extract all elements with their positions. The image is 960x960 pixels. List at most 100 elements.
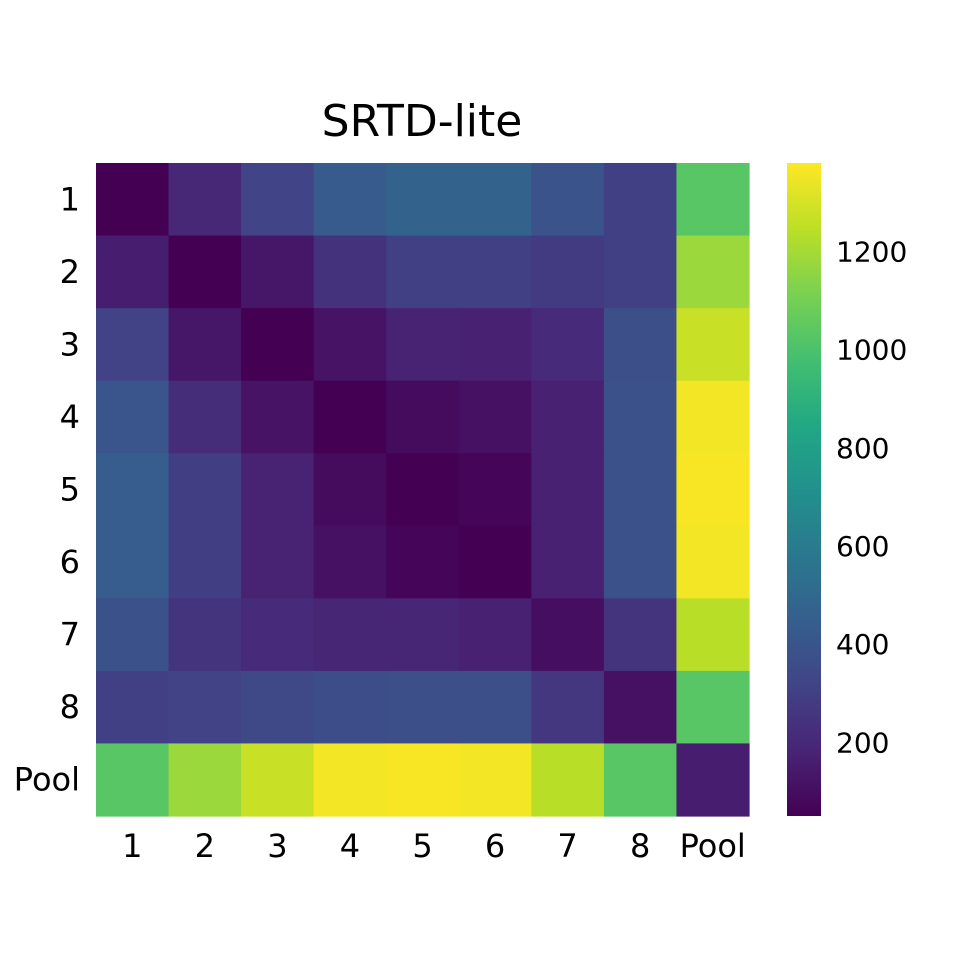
heatmap-cell-r8-c5: [386, 670, 460, 745]
y-tick-label: 6: [60, 543, 80, 581]
heatmap-cell-r5-c7: [531, 453, 605, 527]
heatmap-cell-r6-c6: [458, 525, 532, 599]
heatmap-cell-r9-c7: [531, 743, 605, 817]
x-tick-labels: 1 2 3 4 5 6 7 8 Pool: [122, 827, 746, 865]
heatmap-cell-r5-c5: [386, 453, 460, 527]
heatmap-cell-r1-c3: [241, 163, 315, 237]
heatmap-cell-r4-c2: [168, 380, 242, 454]
x-tick-label: 8: [630, 827, 650, 865]
heatmap-cell-r5-c4: [313, 453, 387, 527]
heatmap-cell-r6-c3: [241, 525, 315, 599]
heatmap-cell-r4-c4: [313, 380, 387, 454]
heatmap-cell-r5-c8: [603, 453, 678, 527]
heatmap-cell-r2-c1: [96, 235, 170, 309]
heatmap-cell-r4-c1: [96, 380, 170, 454]
colorbar-tick-label: 1200: [836, 235, 907, 268]
heatmap-cell-r2-c2: [168, 235, 242, 309]
heatmap-cell-r1-c2: [168, 163, 242, 237]
y-tick-label: 3: [60, 325, 80, 363]
y-tick-label: 2: [60, 253, 80, 291]
y-tick-label: 7: [60, 616, 80, 654]
heatmap-cell-r6-c1: [96, 525, 170, 599]
heatmap-cell-r5-c1: [96, 453, 170, 527]
x-tick-label: 7: [557, 827, 577, 865]
heatmap-cell-r7-c7: [531, 598, 605, 672]
heatmap-cell-r6-c7: [531, 525, 605, 599]
heatmap-cell-r6-c2: [168, 525, 242, 599]
heatmap-cell-r4-c6: [458, 380, 532, 454]
heatmap-cell-r6-c4: [313, 525, 387, 599]
colorbar: [787, 163, 821, 816]
heatmap-cell-r4-c8: [603, 380, 678, 454]
heatmap-cell-r3-c3: [241, 308, 315, 382]
heatmap-cell-r7-c9: [676, 598, 750, 672]
heatmap-cell-r3-c7: [531, 308, 605, 382]
heatmap-cell-r2-c3: [241, 235, 315, 309]
heatmap-cell-r7-c1: [96, 598, 170, 672]
heatmap-cell-r3-c8: [603, 308, 678, 382]
heatmap-cell-r6-c5: [386, 525, 460, 599]
heatmap-cell-r1-c5: [386, 163, 460, 237]
colorbar-tick-labels: 200 400 600 800 1000 1200: [836, 235, 907, 759]
heatmap-cell-r9-c5: [386, 743, 460, 817]
colorbar-tick-label: 800: [836, 432, 889, 465]
heatmap-cells: [96, 163, 750, 817]
heatmap-cell-r7-c2: [168, 598, 242, 672]
heatmap-cell-r3-c6: [458, 308, 532, 382]
heatmap-cell-r1-c4: [313, 163, 387, 237]
heatmap-cell-r7-c8: [603, 598, 678, 672]
heatmap-cell-r6-c8: [603, 525, 678, 599]
heatmap-cell-r4-c7: [531, 380, 605, 454]
heatmap-cell-r9-c2: [168, 743, 242, 817]
heatmap-cell-r5-c9: [676, 453, 750, 527]
colorbar-tick-label: 1000: [836, 334, 907, 367]
heatmap-cell-r1-c9: [676, 163, 750, 237]
heatmap-cell-r9-c4: [313, 743, 387, 817]
heatmap-cell-r5-c2: [168, 453, 242, 527]
heatmap-cell-r7-c5: [386, 598, 460, 672]
heatmap-cell-r2-c5: [386, 235, 460, 309]
heatmap-cell-r3-c1: [96, 308, 170, 382]
heatmap-cell-r1-c8: [603, 163, 678, 237]
heatmap-cell-r8-c2: [168, 670, 242, 745]
heatmap-cell-r6-c9: [676, 525, 750, 599]
heatmap-cell-r4-c3: [241, 380, 315, 454]
heatmap-cell-r1-c1: [96, 163, 170, 237]
heatmap-cell-r2-c4: [313, 235, 387, 309]
heatmap-cell-r9-c9: [676, 743, 750, 817]
heatmap-cell-r2-c7: [531, 235, 605, 309]
heatmap-cell-r8-c9: [676, 670, 750, 745]
x-tick-label: 6: [485, 827, 505, 865]
x-tick-label: 5: [412, 827, 432, 865]
heatmap-cell-r3-c5: [386, 308, 460, 382]
heatmap-cell-r8-c3: [241, 670, 315, 745]
heatmap-cell-r9-c3: [241, 743, 315, 817]
heatmap-cell-r8-c7: [531, 670, 605, 745]
x-tick-label: 2: [195, 827, 215, 865]
colorbar-tick-label: 400: [836, 628, 889, 661]
heatmap-cell-r5-c3: [241, 453, 315, 527]
y-tick-label: 1: [60, 180, 80, 218]
y-tick-label: 5: [60, 471, 80, 509]
heatmap-cell-r3-c4: [313, 308, 387, 382]
heatmap-cell-r4-c5: [386, 380, 460, 454]
chart-title: SRTD-lite: [322, 96, 523, 147]
heatmap-cell-r2-c8: [603, 235, 678, 309]
heatmap-cell-r1-c6: [458, 163, 532, 237]
x-tick-label: 1: [122, 827, 142, 865]
heatmap-cell-r7-c6: [458, 598, 532, 672]
heatmap-cell-r2-c9: [676, 235, 750, 309]
heatmap-cell-r8-c6: [458, 670, 532, 745]
heatmap-cell-r9-c1: [96, 743, 170, 817]
heatmap-cell-r1-c7: [531, 163, 605, 237]
x-tick-label: Pool: [680, 827, 746, 865]
y-tick-label: Pool: [14, 761, 80, 799]
heatmap-cell-r8-c8: [603, 670, 678, 745]
heatmap-cell-r9-c6: [458, 743, 532, 817]
y-tick-label: 8: [60, 688, 80, 726]
y-tick-label: 4: [60, 398, 80, 436]
heatmap-cell-r8-c4: [313, 670, 387, 745]
colorbar-tick-label: 200: [836, 726, 889, 759]
